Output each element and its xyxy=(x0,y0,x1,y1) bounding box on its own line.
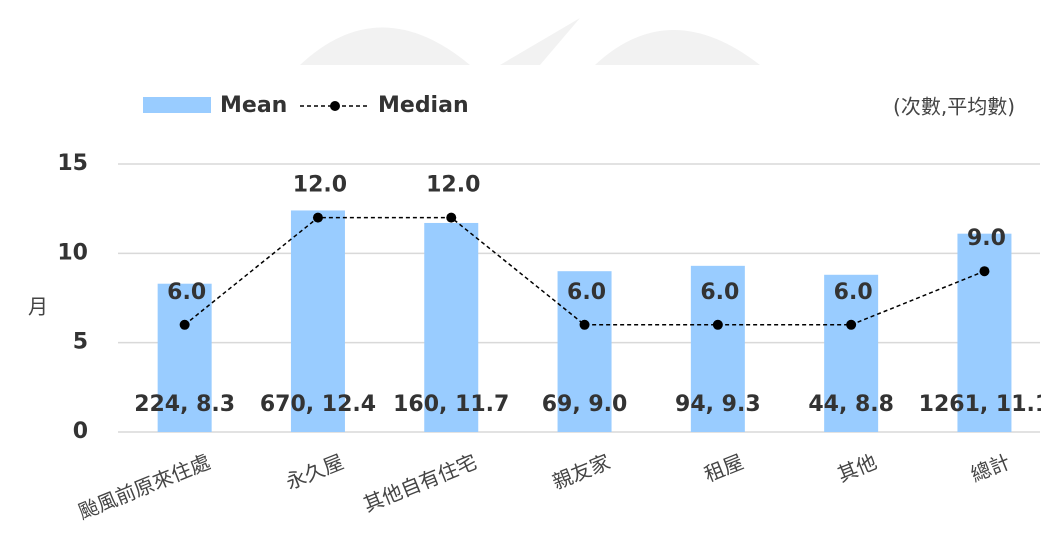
bar xyxy=(290,210,345,432)
bar-label: 44, 8.8 xyxy=(808,392,894,417)
median-point xyxy=(712,319,723,330)
unit-note: (次數,平均數) xyxy=(893,95,1015,119)
median-label: 12.0 xyxy=(293,173,347,198)
y-tick-label: 5 xyxy=(73,330,88,355)
x-tick-label: 永久屋 xyxy=(282,449,347,494)
bar xyxy=(824,274,879,432)
bar-label: 69, 9.0 xyxy=(542,392,628,417)
decoration xyxy=(300,27,470,65)
y-axis-label: 月 xyxy=(28,295,48,319)
median-point xyxy=(446,212,457,223)
median-label: 12.0 xyxy=(426,173,480,198)
legend-swatch xyxy=(330,101,340,111)
y-tick-label: 15 xyxy=(57,151,88,176)
x-tick-label: 颱風前原來住處 xyxy=(75,449,214,524)
x-tick-label: 其他自有住宅 xyxy=(360,449,480,516)
x-tick-label: 總計 xyxy=(967,449,1013,486)
decoration xyxy=(595,30,760,65)
median-label: 6.0 xyxy=(167,280,206,305)
legend-label: Median xyxy=(378,93,469,118)
bar-label: 224, 8.3 xyxy=(134,392,235,417)
bar-label: 160, 11.7 xyxy=(393,392,509,417)
bar xyxy=(157,283,212,432)
y-tick-label: 0 xyxy=(73,419,88,444)
legend-swatch xyxy=(143,97,211,113)
bar xyxy=(424,222,479,432)
median-label: 6.0 xyxy=(834,280,873,305)
x-tick-label: 租屋 xyxy=(701,449,747,486)
bar xyxy=(690,265,745,432)
median-point xyxy=(979,266,990,277)
x-tick-label: 親友家 xyxy=(549,449,614,494)
legend-label: Mean xyxy=(220,93,287,118)
bar-label: 670, 12.4 xyxy=(260,392,376,417)
median-point xyxy=(179,319,190,330)
median-point xyxy=(312,212,323,223)
median-point xyxy=(579,319,590,330)
bar-label: 94, 9.3 xyxy=(675,392,761,417)
median-label: 6.0 xyxy=(700,280,739,305)
bar-label: 1261, 11.1 xyxy=(919,392,1041,417)
y-tick-label: 10 xyxy=(57,240,88,265)
median-label: 6.0 xyxy=(567,280,606,305)
bar xyxy=(557,271,612,432)
median-label: 9.0 xyxy=(967,226,1006,251)
decoration xyxy=(500,18,580,65)
x-tick-label: 其他 xyxy=(834,449,880,486)
median-point xyxy=(846,319,857,330)
